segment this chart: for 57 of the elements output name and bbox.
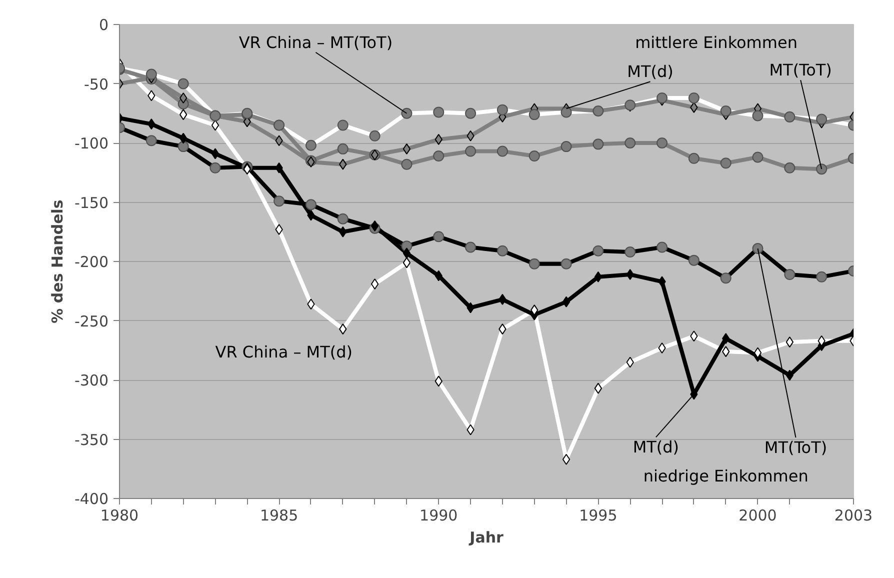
point	[592, 138, 604, 150]
annotation: MT(ToT)	[764, 438, 828, 457]
point	[624, 138, 636, 148]
point	[401, 158, 412, 170]
point	[402, 257, 411, 268]
point	[752, 152, 764, 163]
point	[211, 120, 220, 131]
y-tick-label: -250	[74, 312, 109, 330]
y-tick-label: 0	[98, 16, 109, 34]
x-tick-label: 1990	[420, 506, 458, 524]
point	[594, 382, 602, 394]
point	[786, 370, 794, 381]
y-tick-label: -200	[74, 253, 109, 271]
y-tick-label: -350	[74, 430, 109, 449]
point	[179, 132, 188, 144]
x-tick-label: 1995	[579, 506, 618, 524]
annotation: mittlere Einkommen	[635, 32, 798, 52]
point	[211, 148, 220, 160]
y-tick-label: -100	[74, 134, 109, 152]
x-tick-label: 2000	[738, 506, 777, 524]
y-tick-label: -50	[84, 75, 108, 94]
annotation: niedrige Einkommen	[643, 466, 808, 486]
y-tick-label: -300	[74, 372, 109, 390]
point	[688, 152, 700, 164]
point	[370, 278, 379, 290]
point	[594, 271, 602, 282]
point	[656, 138, 668, 148]
point	[528, 150, 540, 162]
point	[370, 220, 379, 232]
point	[179, 109, 188, 120]
point	[562, 296, 570, 308]
point	[720, 158, 732, 169]
annotation: VR China – MT(ToT)	[238, 32, 393, 52]
annotation: MT(d)	[627, 62, 674, 82]
point	[337, 143, 348, 154]
point	[496, 146, 508, 157]
annotation: MT(ToT)	[769, 60, 832, 80]
y-axis-title: % des Handels	[48, 200, 66, 324]
y-tick-label: -400	[74, 490, 109, 508]
x-tick-label: 1980	[100, 506, 139, 524]
point	[465, 146, 476, 157]
x-axis-title: Jahr	[468, 528, 504, 546]
point	[402, 248, 411, 259]
point	[433, 150, 444, 162]
point	[560, 141, 572, 152]
point	[786, 336, 794, 348]
point	[816, 164, 828, 175]
point	[562, 454, 570, 465]
x-tick-label: 2003	[834, 506, 873, 524]
point	[784, 162, 796, 174]
annotation: VR China – MT(d)	[215, 342, 353, 362]
point	[179, 92, 188, 104]
annotation: MT(d)	[632, 438, 680, 457]
point	[754, 347, 762, 358]
y-tick-label: -150	[74, 194, 109, 212]
point	[402, 143, 411, 154]
x-tick-label: 1985	[260, 506, 298, 524]
